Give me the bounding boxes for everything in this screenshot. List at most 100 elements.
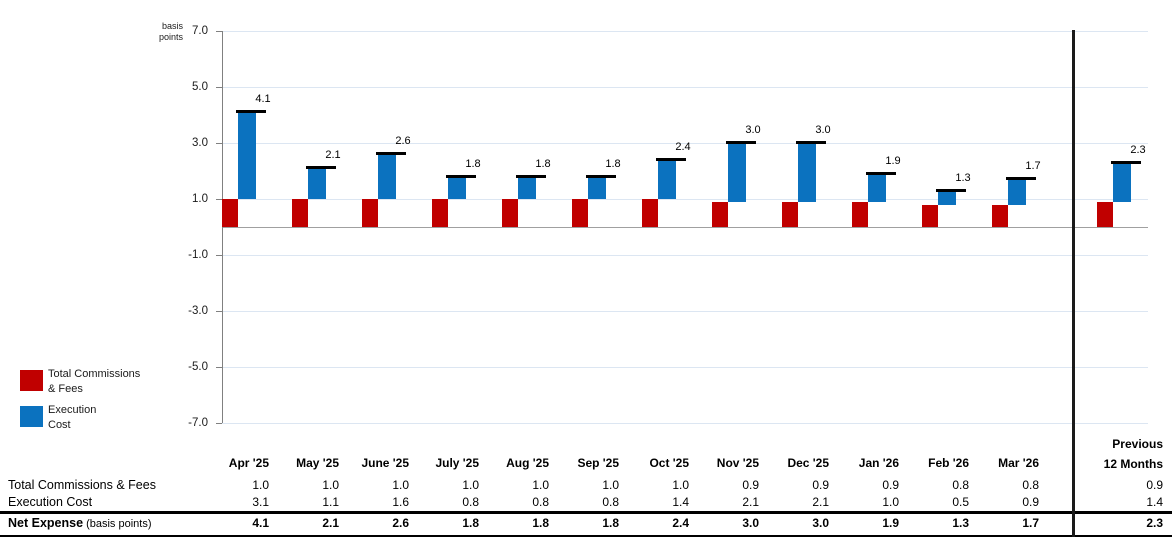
net-expense-marker — [516, 174, 546, 178]
table-cell: 0.8 — [602, 495, 619, 509]
table-column-header: Mar '26 — [998, 456, 1039, 470]
grid-line — [222, 198, 1148, 200]
bar-value-label: 2.6 — [395, 135, 411, 148]
table-cell: 1.3 — [952, 516, 969, 530]
bar-total-commissions — [222, 199, 238, 227]
table-cell: 2.1 — [322, 516, 339, 530]
bar-execution-cost — [238, 112, 256, 199]
bar-execution-cost — [448, 176, 466, 199]
table-cell: 0.9 — [742, 478, 759, 492]
bar-total-commissions — [432, 199, 448, 227]
table-cell: 2.4 — [672, 516, 689, 530]
grid-line — [222, 30, 1148, 32]
y-axis-unit-label: basis points — [128, 21, 183, 43]
grid-line — [222, 422, 1148, 424]
table-cell: 1.0 — [322, 478, 339, 492]
table-cell: 3.0 — [812, 516, 829, 530]
table-row-label: Total Commissions & Fees — [8, 478, 156, 492]
previous-period-divider — [1072, 30, 1075, 537]
table-cell: 1.4 — [1146, 495, 1163, 509]
net-expense-marker — [936, 188, 966, 192]
table-cell: 2.1 — [742, 495, 759, 509]
net-expense-marker — [1111, 160, 1141, 164]
table-cell: 1.1 — [322, 495, 339, 509]
grid-line — [222, 86, 1148, 88]
y-axis-tick — [216, 367, 222, 368]
y-axis-label: -5.0 — [188, 361, 208, 373]
bar-execution-cost — [658, 159, 676, 199]
table-cell: 1.0 — [392, 478, 409, 492]
table-cell: 3.1 — [252, 495, 269, 509]
table-cell: 1.8 — [532, 516, 549, 530]
table-cell: 1.9 — [882, 516, 899, 530]
net-expense-marker — [726, 141, 756, 144]
legend-label-line: Total Commissions — [48, 368, 141, 380]
table-cell: 1.0 — [882, 495, 899, 509]
table-row-label: Execution Cost — [8, 495, 93, 509]
net-expense-marker — [1006, 177, 1036, 181]
legend-label-execution-cost: Execution Cost — [48, 403, 168, 432]
table-header-line: Previous — [1112, 437, 1163, 451]
table-cell: 0.8 — [1022, 478, 1039, 492]
legend-label-line: & Fees — [48, 382, 83, 395]
table-column-header: Jan '26 — [858, 456, 899, 470]
y-axis-label: -1.0 — [188, 249, 208, 261]
y-axis-unit-line2: points — [158, 32, 183, 42]
bar-execution-cost — [868, 173, 886, 202]
bar-execution-cost — [938, 190, 956, 205]
bar-execution-cost — [518, 176, 536, 199]
table-column-header: Oct '25 — [649, 456, 689, 470]
bar-value-label: 1.8 — [605, 157, 621, 170]
bar-execution-cost — [1008, 179, 1026, 205]
y-axis-label: -7.0 — [188, 417, 208, 429]
net-expense-marker — [236, 110, 266, 114]
bar-value-label: 4.1 — [255, 93, 271, 106]
table-cell: 1.0 — [602, 478, 619, 492]
legend-swatch-execution-cost — [20, 406, 43, 427]
table-cell: 0.5 — [952, 495, 969, 509]
grid-line — [222, 310, 1148, 312]
bar-value-label: 1.9 — [885, 154, 901, 167]
y-axis-tick — [216, 311, 222, 312]
bar-value-label: 3.0 — [745, 124, 761, 136]
bar-execution-cost — [308, 168, 326, 199]
bar-total-commissions — [1097, 201, 1113, 227]
table-column-header: July '25 — [435, 456, 479, 470]
bar-value-label: 3.0 — [815, 124, 831, 136]
bar-total-commissions — [572, 199, 588, 227]
y-axis-tick — [216, 87, 222, 88]
bar-total-commissions — [362, 199, 378, 227]
bar-value-label: 1.8 — [465, 157, 481, 170]
table-cell: 4.1 — [252, 516, 269, 530]
table-column-header: June '25 — [361, 456, 409, 470]
bar-execution-cost — [588, 176, 606, 199]
grid-line — [222, 366, 1148, 368]
y-axis-line — [222, 31, 223, 423]
table-cell: 2.3 — [1146, 516, 1163, 530]
y-axis-label: 5.0 — [192, 81, 208, 93]
table-cell: 0.8 — [532, 495, 549, 509]
y-axis-label: 7.0 — [192, 25, 208, 37]
net-expense-marker — [866, 171, 896, 175]
table-column-header: Apr '25 — [228, 456, 269, 470]
net-expense-marker — [446, 174, 476, 178]
bar-execution-cost — [728, 143, 746, 202]
net-expense-marker — [586, 174, 616, 178]
bar-total-commissions — [292, 199, 308, 227]
table-column-header: Feb '26 — [928, 456, 969, 470]
table-cell: 1.0 — [462, 478, 479, 492]
table-row-label-suffix: (basis points) — [83, 518, 152, 530]
table-column-header-previous-12-months: Previous 12 Months — [1078, 434, 1163, 474]
y-axis-tick — [216, 423, 222, 424]
table-top-rule — [0, 511, 1172, 514]
table-cell: 1.8 — [462, 516, 479, 530]
table-row-label: Net Expense (basis points) — [8, 516, 152, 530]
bar-total-commissions — [712, 201, 728, 227]
bar-total-commissions — [992, 204, 1008, 227]
legend-label-total-commissions: Total Commissions & Fees — [48, 367, 168, 396]
table-column-header: Sep '25 — [577, 456, 619, 470]
table-column-header: Nov '25 — [716, 456, 759, 470]
table-cell: 1.6 — [392, 495, 409, 509]
